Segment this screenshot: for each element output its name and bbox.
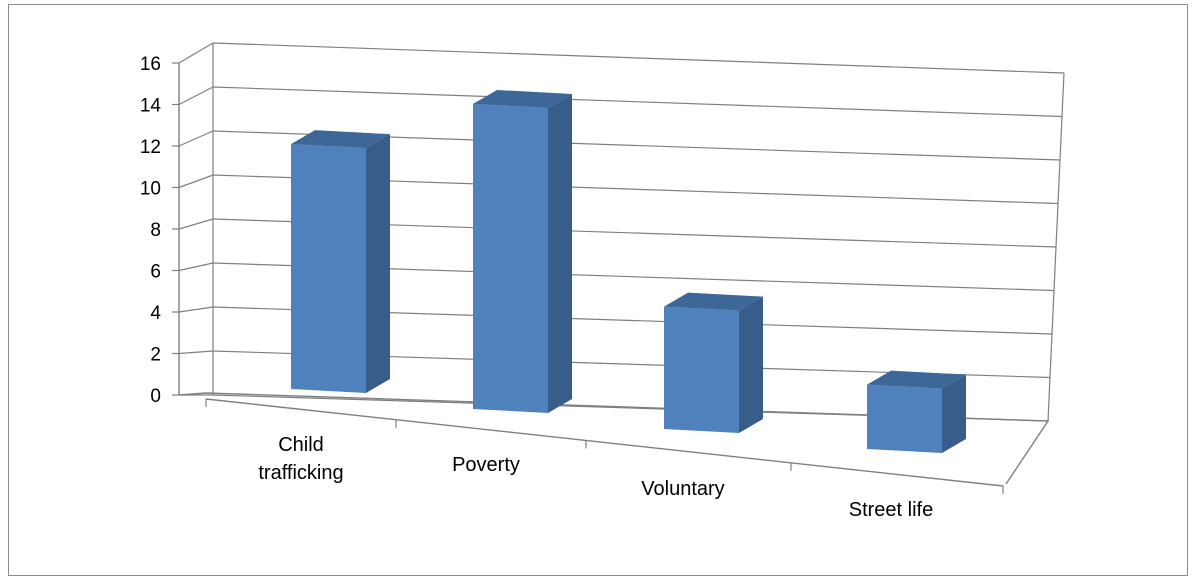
y-tick-label: 16	[140, 54, 161, 75]
side-gridline	[178, 306, 214, 313]
bar	[664, 306, 739, 433]
gridline	[212, 42, 1065, 74]
side-gridline	[178, 42, 214, 64]
bar-top	[867, 370, 966, 389]
side-gridline	[178, 350, 214, 355]
side-gridline	[178, 262, 214, 272]
category-label: Street life	[849, 499, 933, 521]
category-label: Voluntary	[641, 478, 724, 500]
x-axis	[205, 398, 1004, 487]
bar-top	[473, 89, 572, 108]
side-gridline	[178, 130, 214, 147]
category-label: Child trafficking	[258, 434, 343, 484]
y-tick-label: 2	[150, 345, 161, 366]
side-gridline	[178, 86, 214, 106]
y-tick-label: 0	[150, 386, 161, 407]
bar-chart: 0 2 4 6 8 10 12 14 16 Child trafficking Poverty Volu…	[140, 42, 1065, 521]
bar-top	[291, 130, 390, 149]
bar-side	[548, 93, 572, 413]
category-label: Poverty	[452, 454, 520, 476]
bar	[473, 103, 548, 413]
back-right-edge	[1047, 72, 1065, 422]
bar-top	[664, 292, 763, 311]
y-tick-label: 8	[150, 220, 161, 241]
bar-side	[739, 296, 763, 433]
y-tick-label: 14	[140, 96, 162, 117]
y-tick-label: 12	[140, 137, 161, 158]
side-gridline	[178, 174, 214, 189]
bar-side	[366, 134, 390, 393]
side-gridline	[178, 218, 214, 230]
y-tick-label: 4	[150, 303, 161, 324]
floor-edge	[178, 392, 1050, 485]
bar-side	[942, 374, 966, 453]
y-tick-label: 10	[140, 179, 161, 200]
bar	[291, 144, 366, 393]
gridline	[212, 86, 1063, 118]
bar	[867, 384, 942, 453]
chart-frame: 0 2 4 6 8 10 12 14 16 Child trafficking Poverty Volu…	[8, 4, 1188, 576]
y-tick-label: 6	[150, 262, 161, 283]
